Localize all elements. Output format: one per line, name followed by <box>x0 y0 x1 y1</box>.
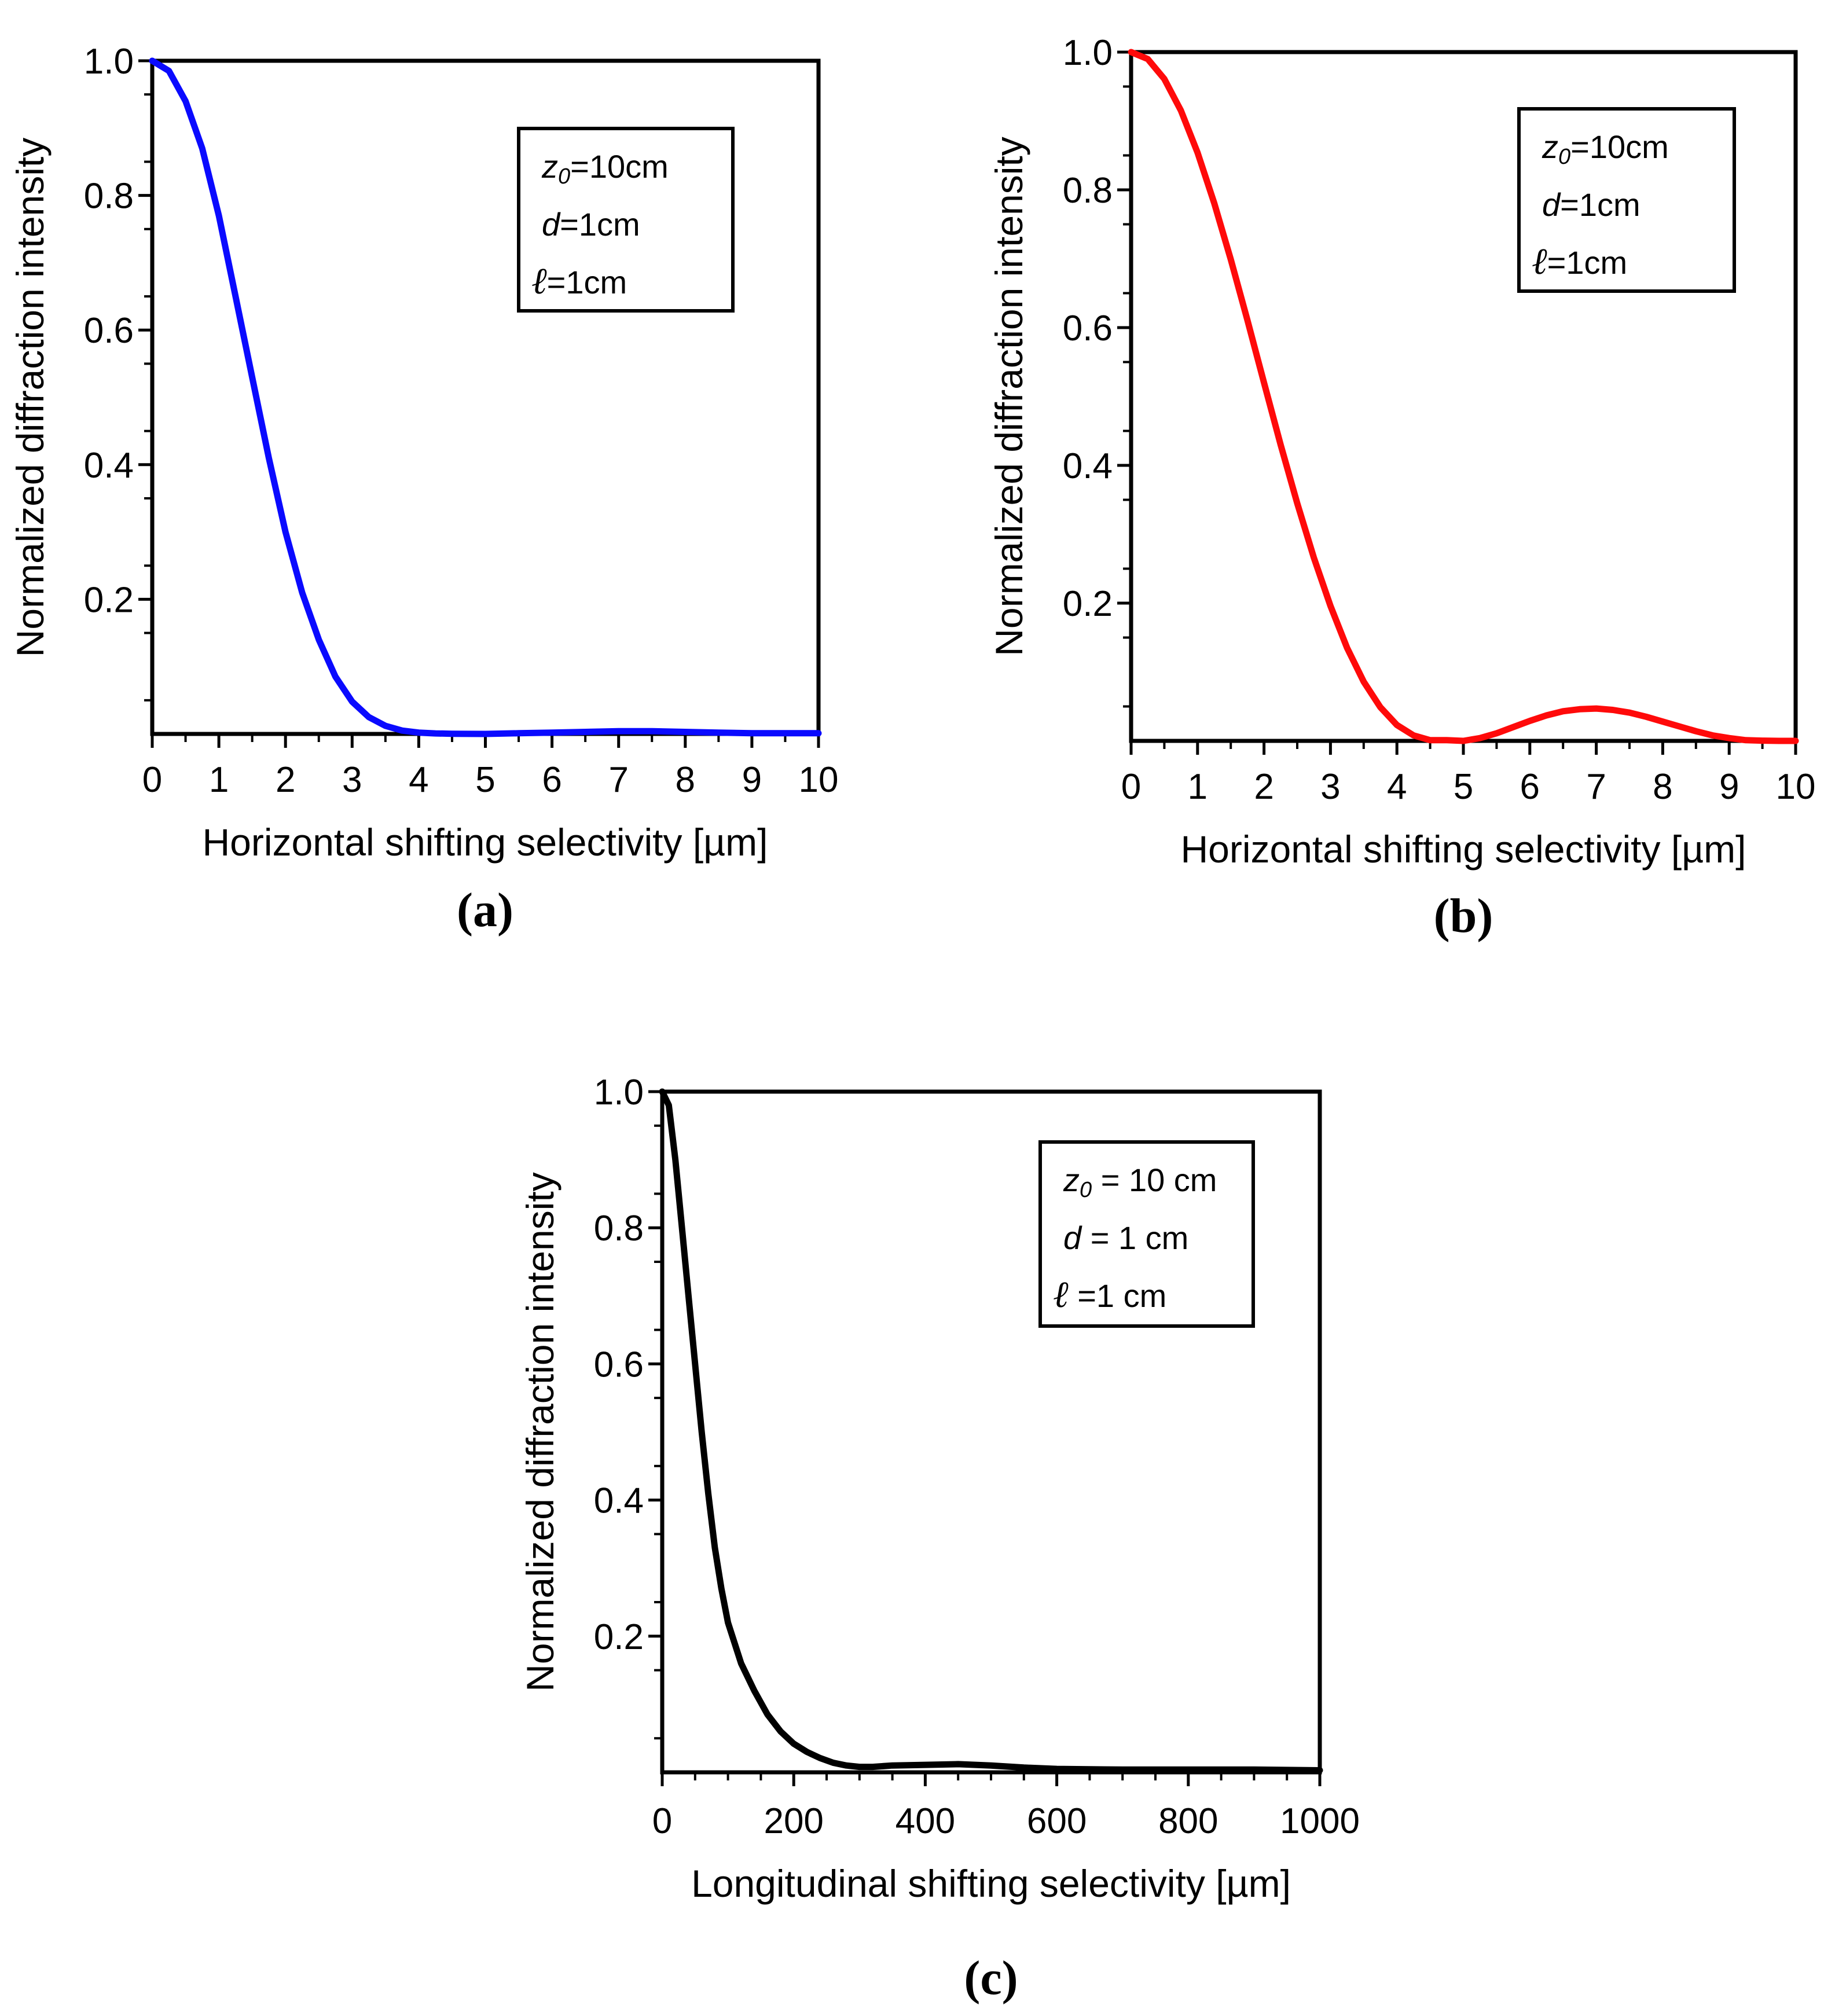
x-tick-label: 200 <box>764 1801 823 1841</box>
x-tick-label: 3 <box>1320 767 1340 807</box>
legend-d-var: d <box>1542 186 1561 223</box>
chart-panel-2: 0 1 2 3 4 5 6 7 8 9 10 0.2 0.4 0.6 0.8 1.0 Horizontal sh… <box>988 33 1815 943</box>
x-tick-label: 7 <box>608 760 628 800</box>
legend-z0-var: z <box>1063 1162 1080 1198</box>
x-tick-label: 7 <box>1586 767 1606 807</box>
y-tick-label: 0.6 <box>1063 309 1113 348</box>
x-tick-label: 6 <box>1520 767 1540 807</box>
legend-l-value: =1 cm <box>1069 1277 1167 1314</box>
x-tick-label: 0 <box>142 760 162 800</box>
x-tick-label: 600 <box>1027 1801 1087 1841</box>
panel-label: (b) <box>1434 889 1493 943</box>
x-tick-label: 800 <box>1158 1801 1218 1841</box>
y-tick-label: 0.6 <box>594 1345 644 1385</box>
panel-label: (a) <box>457 883 513 937</box>
legend-z0-sub: 0 <box>558 164 570 189</box>
x-axis-label: Horizontal shifting selectivity [µm] <box>202 821 768 864</box>
x-tick-label: 9 <box>742 760 762 800</box>
x-tick-label: 9 <box>1719 767 1739 807</box>
legend-d-var: d <box>1063 1220 1082 1256</box>
y-axis-label: Normalized diffraction intensity <box>9 138 52 658</box>
x-tick-label: 5 <box>475 760 495 800</box>
y-tick-label: 0.8 <box>1063 171 1113 211</box>
legend-z0: z0=10cm <box>1542 128 1669 169</box>
x-tick-label: 5 <box>1454 767 1473 807</box>
chart-panel-3: 0 200 400 600 800 1000 0.2 0.4 0.6 0.8 1.0 Longitud… <box>519 1073 1360 2005</box>
data-series-line <box>659 1088 1323 1773</box>
legend-z0-sub: 0 <box>1558 145 1570 169</box>
y-axis-label: Normalized diffraction intensity <box>519 1172 561 1692</box>
x-tick-label: 0 <box>652 1801 672 1841</box>
legend-l: ℓ=1cm <box>531 260 627 303</box>
y-axis-label: Normalized diffraction intensity <box>988 137 1030 656</box>
legend-z0-value: =10cm <box>1570 128 1669 165</box>
legend-d: d=1cm <box>1542 186 1641 223</box>
x-tick-label: 10 <box>1776 767 1816 807</box>
legend-d: d=1cm <box>542 206 640 243</box>
x-tick-label: 3 <box>342 760 362 800</box>
chart-panel-1: 0 1 2 3 4 5 6 7 8 9 10 0.2 0.4 0.6 0.8 1.0 Horizontal sh… <box>9 42 838 937</box>
data-series-line <box>149 57 822 737</box>
legend-l-value: =1cm <box>1547 244 1628 281</box>
y-tick-label: 1.0 <box>1063 33 1113 73</box>
data-series-line <box>1128 49 1799 744</box>
legend-box <box>1038 1140 1255 1328</box>
panel-label: (c) <box>964 1951 1018 2005</box>
legend-z0-var: z <box>1542 128 1558 165</box>
legend-z0: z0 = 10 cm <box>1063 1162 1217 1202</box>
legend-l-symbol: ℓ <box>531 260 547 303</box>
y-tick-label: 0.4 <box>594 1481 644 1521</box>
legend-l: ℓ =1 cm <box>1053 1273 1166 1316</box>
legend-box <box>1517 107 1736 293</box>
y-tick-label: 0.8 <box>594 1209 644 1248</box>
legend-z0-var: z <box>541 148 558 185</box>
x-tick-label: 1 <box>1188 767 1208 807</box>
y-tick-label: 1.0 <box>84 42 134 82</box>
legend-z0-value: =10cm <box>570 148 669 185</box>
y-tick-label: 0.6 <box>84 311 134 351</box>
legend-l-value: =1cm <box>547 264 627 300</box>
y-tick-label: 0.4 <box>1063 446 1113 486</box>
x-tick-label: 6 <box>542 760 561 800</box>
legend-z0-value: = 10 cm <box>1092 1162 1217 1198</box>
legend-z0: z0=10cm <box>541 148 669 189</box>
legend-z0-sub: 0 <box>1080 1178 1092 1202</box>
legend-box <box>517 127 735 313</box>
x-axis-label: Horizontal shifting selectivity [µm] <box>1180 828 1746 871</box>
legend-d-var: d <box>542 206 561 243</box>
y-tick-label: 0.2 <box>84 580 134 620</box>
x-tick-label: 4 <box>1387 767 1407 807</box>
x-tick-label: 1000 <box>1280 1801 1360 1841</box>
x-tick-label: 2 <box>1254 767 1274 807</box>
legend-l-symbol: ℓ <box>1053 1273 1069 1316</box>
x-tick-label: 8 <box>1653 767 1672 807</box>
x-axis-label: Longitudinal shifting selectivity [µm] <box>691 1862 1291 1905</box>
legend-d-value: = 1 cm <box>1081 1220 1188 1256</box>
x-tick-label: 0 <box>1121 767 1141 807</box>
x-tick-label: 1 <box>209 760 229 800</box>
y-tick-label: 1.0 <box>594 1073 644 1112</box>
legend-d-value: =1cm <box>1560 186 1641 223</box>
x-tick-label: 10 <box>799 760 839 800</box>
y-tick-label: 0.2 <box>594 1617 644 1657</box>
y-tick-label: 0.4 <box>84 446 134 486</box>
legend-l: ℓ=1cm <box>1532 240 1627 283</box>
x-tick-label: 2 <box>276 760 295 800</box>
legend-d-value: =1cm <box>560 206 640 243</box>
y-tick-label: 0.2 <box>1063 584 1113 624</box>
legend-d: d = 1 cm <box>1063 1220 1188 1256</box>
x-tick-label: 4 <box>409 760 428 800</box>
y-tick-label: 0.8 <box>84 177 134 216</box>
x-tick-label: 8 <box>676 760 695 800</box>
x-tick-label: 400 <box>896 1801 955 1841</box>
legend-l-symbol: ℓ <box>1532 240 1547 283</box>
